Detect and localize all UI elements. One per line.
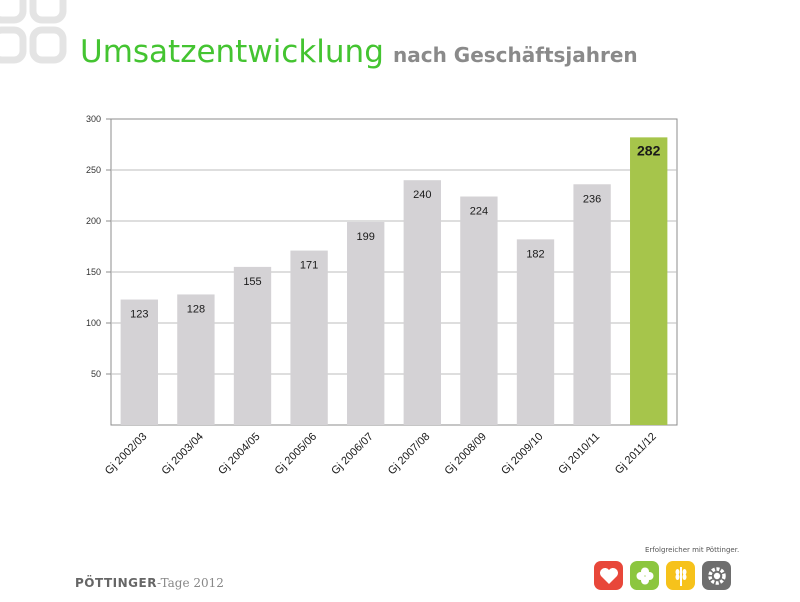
- footer-event: -Tage 2012: [156, 576, 224, 590]
- y-tick-label: 100: [86, 318, 101, 328]
- bar: [573, 184, 611, 425]
- footer-brand: PÖTTINGER: [75, 576, 157, 590]
- bar-value-label: 182: [526, 248, 544, 260]
- x-tick-label: Gj 2006/07: [329, 431, 376, 478]
- brand-icon-row: [594, 561, 731, 590]
- revenue-bar-chart: 50 100 150 200 250 300 123 Gj 2002/03 128 Gj 2003…: [86, 114, 678, 478]
- x-tick-label: Gj 2003/04: [159, 431, 206, 478]
- x-tick-label: Gj 2007/08: [386, 431, 433, 478]
- clover-icon: [630, 561, 659, 590]
- bar: [516, 239, 555, 425]
- x-tick-label: Gj 2008/09: [442, 431, 489, 478]
- bar-value-label: 282: [637, 142, 661, 158]
- x-tick-label: Gj 2011/12: [613, 431, 659, 477]
- x-tick-label: Gj 2009/10: [499, 431, 546, 478]
- gear-icon: [702, 561, 731, 590]
- x-tick-label: Gj 2010/11: [556, 431, 602, 477]
- title-main: Umsatzentwicklung: [80, 34, 384, 70]
- bar-value-label: 236: [583, 193, 601, 205]
- bar: [403, 180, 441, 425]
- title-subtitle: nach Geschäftsjahren: [392, 43, 638, 67]
- x-tick-label: Gj 2005/06: [273, 431, 320, 478]
- bar: [347, 222, 385, 425]
- bar-value-label: 240: [413, 189, 431, 201]
- heart-icon: [594, 561, 623, 590]
- bar-value-label: 171: [300, 260, 318, 272]
- bar: [290, 250, 328, 425]
- bar-value-label: 224: [470, 206, 488, 218]
- bar: [177, 294, 215, 425]
- wheat-icon: [666, 561, 695, 590]
- x-tick-label: Gj 2002/03: [103, 431, 150, 478]
- bar-value-label: 155: [243, 276, 261, 288]
- y-tick-label: 250: [86, 165, 101, 175]
- brand-tagline: Erfolgreicher mit Pöttinger.: [645, 546, 740, 554]
- bar: [120, 299, 158, 425]
- bar: [630, 137, 668, 426]
- footer: PÖTTINGER-Tage 2012: [75, 576, 224, 590]
- x-tick-label: Gj 2004/05: [216, 431, 263, 478]
- bar-value-label: 199: [357, 231, 375, 243]
- y-tick-label: 50: [91, 369, 101, 379]
- bar-value-label: 123: [130, 309, 148, 321]
- bar: [460, 196, 498, 425]
- bar: [233, 266, 272, 425]
- slide-title: Umsatzentwicklung nach Geschäftsjahren: [80, 34, 638, 70]
- y-tick-label: 300: [86, 114, 101, 124]
- logo-watermark: [0, 0, 67, 64]
- y-tick-label: 200: [86, 216, 101, 226]
- y-tick-label: 150: [86, 267, 101, 277]
- bar-value-label: 128: [187, 303, 205, 315]
